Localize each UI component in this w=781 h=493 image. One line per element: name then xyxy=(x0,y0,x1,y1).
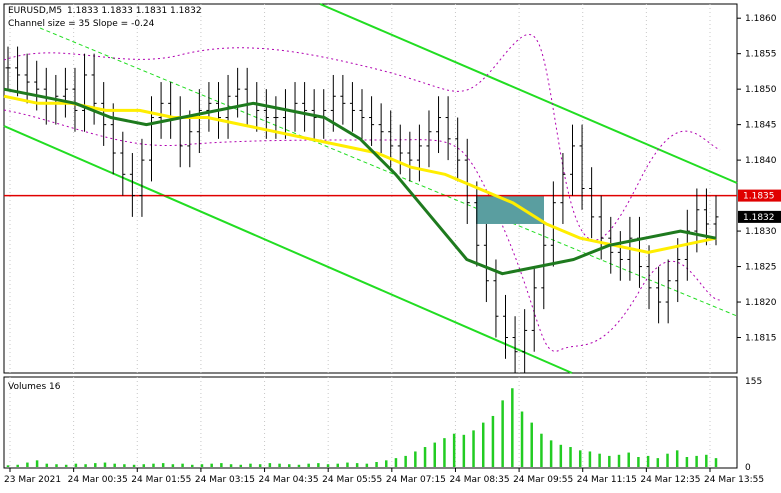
price-bar xyxy=(436,96,442,154)
volume-tick-label: 155 xyxy=(745,377,762,387)
price-bar xyxy=(359,89,365,139)
price-bar xyxy=(560,153,566,224)
volume-label: Volumes 16 xyxy=(8,382,61,392)
price-bar xyxy=(531,266,537,352)
price-tick-label: 1.1830 xyxy=(745,227,777,237)
price-bar xyxy=(416,124,422,182)
price-tick-label: 1.1825 xyxy=(745,263,777,273)
symbol-label: EURUSD,M5 xyxy=(8,6,62,16)
time-tick-label: 24 Mar 03:15 xyxy=(195,475,255,485)
volume-bars xyxy=(6,388,718,467)
price-bar xyxy=(62,67,68,118)
price-bar xyxy=(589,167,595,239)
price-bars xyxy=(5,46,719,373)
time-tick-label: 24 Mar 05:55 xyxy=(322,475,382,485)
time-tick-label: 24 Mar 08:35 xyxy=(449,475,509,485)
price-bar xyxy=(550,181,556,267)
time-tick-label: 24 Mar 11:15 xyxy=(577,475,637,485)
price-bar xyxy=(675,238,681,303)
time-tick-label: 23 Mar 2021 xyxy=(4,475,61,485)
price-bar xyxy=(464,138,470,224)
channel-lower-line xyxy=(3,125,573,374)
price-bar xyxy=(149,96,155,182)
volume-tick-label: 0 xyxy=(745,463,751,473)
price-bar xyxy=(206,82,212,132)
volume-panel-frame xyxy=(3,376,738,469)
channel-label: Channel size = 35 Slope = -0.24 xyxy=(8,19,155,29)
price-tick-label: 1.1845 xyxy=(745,121,777,131)
price-bar xyxy=(426,110,432,168)
time-axis: 23 Mar 2021 24 Mar 00:35 24 Mar 01:55 24 Ma… xyxy=(4,468,764,485)
price-bar xyxy=(129,153,135,217)
price-tick-label: 1.1815 xyxy=(745,334,777,344)
price-tick-label: 1.1840 xyxy=(745,156,777,166)
price-bar xyxy=(15,46,21,97)
price-bar xyxy=(196,89,202,154)
time-tick-label: 24 Mar 07:15 xyxy=(386,475,446,485)
price-bar xyxy=(579,124,585,210)
ma-yellow-line xyxy=(3,94,717,254)
price-label-box xyxy=(738,189,781,202)
price-bar xyxy=(158,82,164,139)
price-bar xyxy=(302,82,308,132)
time-tick-label: 24 Mar 09:55 xyxy=(513,475,573,485)
price-bar xyxy=(369,96,375,146)
price-bar xyxy=(340,74,346,125)
price-bar xyxy=(91,53,97,125)
price-tick-label: 1.1855 xyxy=(745,50,777,60)
price-bar xyxy=(349,82,355,132)
price-axis: 1.1860 1.1855 1.1850 1.1845 1.1840 1.1830 1.18… xyxy=(737,14,781,473)
price-bar xyxy=(522,309,528,373)
price-bar xyxy=(569,124,575,196)
price-bar xyxy=(474,181,480,267)
price-bar xyxy=(407,131,413,182)
price-tick-label: 1.1820 xyxy=(745,298,777,308)
time-tick-label: 24 Mar 12:35 xyxy=(640,475,700,485)
time-tick-label: 24 Mar 04:35 xyxy=(259,475,319,485)
price-bar xyxy=(235,67,241,118)
price-bar xyxy=(617,231,623,281)
price-bar xyxy=(120,131,126,196)
price-bar xyxy=(397,124,403,175)
price-bar xyxy=(646,245,652,310)
price-bar xyxy=(82,53,88,132)
channel-upper-line xyxy=(319,3,738,184)
price-bar xyxy=(72,67,78,132)
price-panel-frame xyxy=(3,3,738,374)
price-bar xyxy=(512,316,518,373)
time-tick-label: 24 Mar 13:55 xyxy=(704,475,764,485)
price-label-box xyxy=(738,210,781,223)
support-zone-rect xyxy=(476,195,544,224)
price-bar xyxy=(5,46,11,90)
price-bar xyxy=(445,96,451,161)
price-bar xyxy=(378,103,384,154)
upper-envelope xyxy=(3,33,721,241)
price-bar xyxy=(665,259,671,324)
price-label-text: 1.1835 xyxy=(743,192,775,202)
price-bar xyxy=(503,294,509,359)
price-bar xyxy=(656,266,662,324)
price-bar xyxy=(139,138,145,217)
price-bar xyxy=(187,110,193,168)
ma-green-line xyxy=(3,87,717,276)
moving-averages xyxy=(3,87,717,276)
price-bar xyxy=(110,103,116,175)
price-bar xyxy=(483,223,489,303)
price-bar xyxy=(455,117,461,182)
time-tick-label: 24 Mar 00:35 xyxy=(68,475,128,485)
time-tick-label: 24 Mar 01:55 xyxy=(131,475,191,485)
price-label-text: 1.1832 xyxy=(743,213,775,223)
price-tick-label: 1.1850 xyxy=(745,85,777,95)
ohlc-label: 1.1833 1.1833 1.1831 1.1832 xyxy=(67,6,202,16)
price-tick-label: 1.1860 xyxy=(745,14,777,24)
